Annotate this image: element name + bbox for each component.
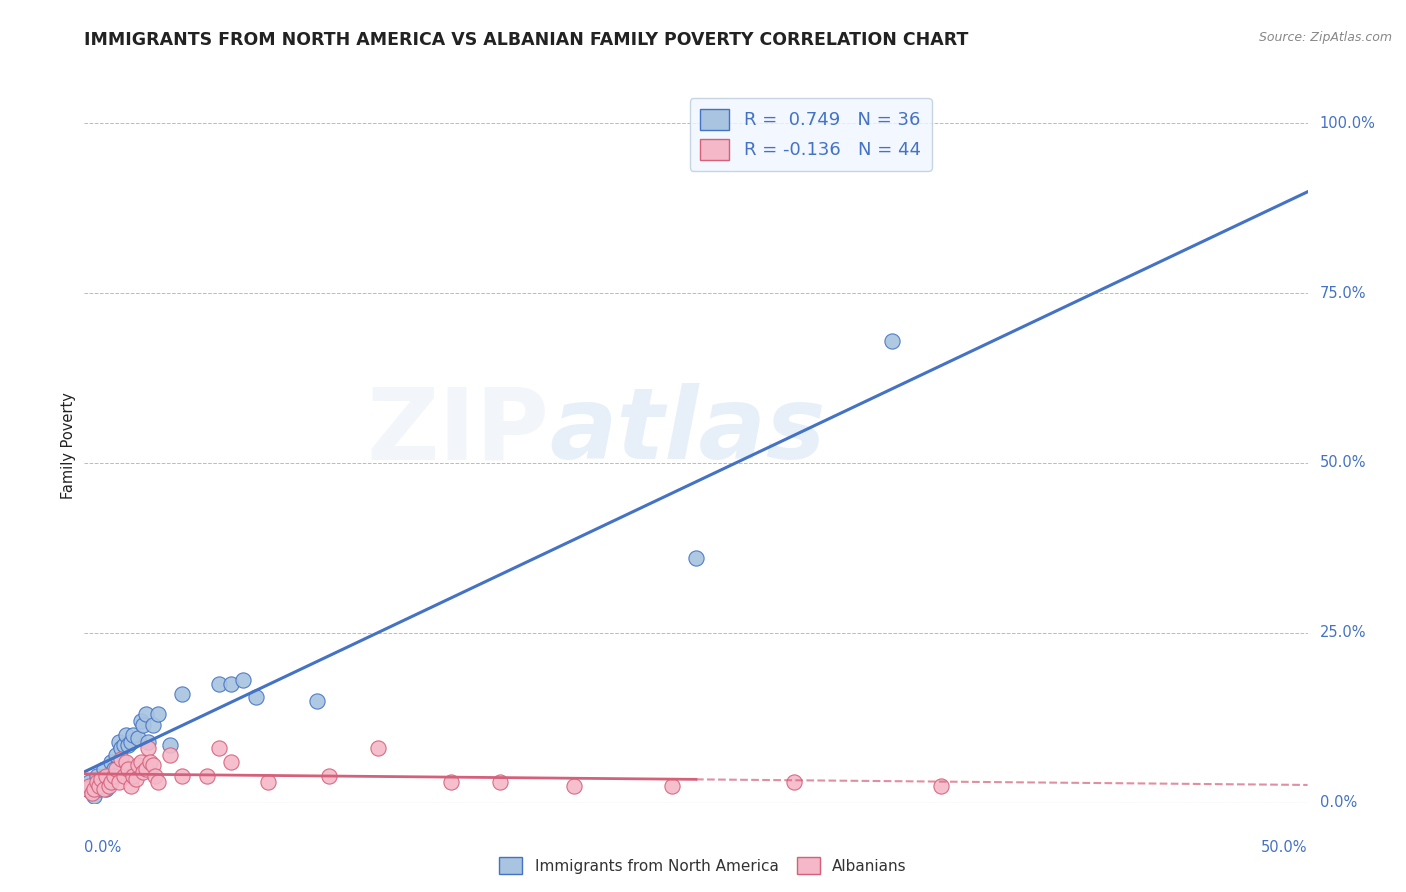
Point <box>880 334 903 348</box>
Point <box>86 769 108 783</box>
Point <box>172 687 194 701</box>
Point <box>86 775 108 789</box>
Point <box>115 728 138 742</box>
Text: 0.0%: 0.0% <box>84 840 121 855</box>
Point <box>120 779 142 793</box>
Point <box>146 775 169 789</box>
Point <box>107 734 129 748</box>
Point <box>305 694 328 708</box>
Point <box>117 762 139 776</box>
Point <box>135 707 157 722</box>
Text: 75.0%: 75.0% <box>1320 285 1367 301</box>
Text: 100.0%: 100.0% <box>1320 116 1375 131</box>
Text: IMMIGRANTS FROM NORTH AMERICA VS ALBANIAN FAMILY POVERTY CORRELATION CHART: IMMIGRANTS FROM NORTH AMERICA VS ALBANIA… <box>84 31 969 49</box>
Point <box>257 775 280 789</box>
Point <box>96 769 118 783</box>
Point <box>83 782 105 797</box>
Point <box>122 728 145 742</box>
Point <box>195 769 218 783</box>
Point <box>159 748 181 763</box>
Point <box>110 751 132 765</box>
Point <box>103 762 125 776</box>
Point <box>136 734 159 748</box>
Text: Source: ZipAtlas.com: Source: ZipAtlas.com <box>1258 31 1392 45</box>
Legend: R =  0.749   N = 36, R = -0.136   N = 44: R = 0.749 N = 36, R = -0.136 N = 44 <box>689 98 932 170</box>
Point <box>90 775 112 789</box>
Legend: Immigrants from North America, Albanians: Immigrants from North America, Albanians <box>494 851 912 880</box>
Point <box>143 769 166 783</box>
Point <box>135 762 157 776</box>
Point <box>172 769 194 783</box>
Point <box>219 677 242 691</box>
Point <box>110 741 132 756</box>
Point <box>87 782 110 797</box>
Point <box>208 741 231 756</box>
Point <box>132 765 155 780</box>
Text: 50.0%: 50.0% <box>1261 840 1308 855</box>
Point <box>562 779 585 793</box>
Text: 0.0%: 0.0% <box>1320 796 1357 810</box>
Point <box>97 779 120 793</box>
Point <box>100 775 122 789</box>
Point <box>90 772 112 786</box>
Point <box>159 738 181 752</box>
Point <box>489 775 512 789</box>
Point <box>76 782 98 797</box>
Point <box>440 775 463 789</box>
Point <box>142 717 165 731</box>
Point <box>129 714 152 729</box>
Point <box>146 707 169 722</box>
Point <box>77 775 100 789</box>
Point <box>77 779 100 793</box>
Point <box>107 775 129 789</box>
Text: 50.0%: 50.0% <box>1320 456 1367 470</box>
Text: 25.0%: 25.0% <box>1320 625 1367 640</box>
Point <box>93 782 115 797</box>
Point <box>127 758 149 772</box>
Point <box>685 551 707 566</box>
Point <box>117 738 139 752</box>
Point <box>112 769 135 783</box>
Point <box>208 677 231 691</box>
Point <box>318 769 340 783</box>
Point <box>115 755 138 769</box>
Point <box>96 782 118 797</box>
Point <box>100 755 122 769</box>
Point <box>105 748 128 763</box>
Point <box>129 755 152 769</box>
Point <box>783 775 806 789</box>
Point <box>103 769 125 783</box>
Y-axis label: Family Poverty: Family Poverty <box>60 392 76 500</box>
Point <box>219 755 242 769</box>
Point <box>929 779 952 793</box>
Text: ZIP: ZIP <box>367 384 550 480</box>
Text: atlas: atlas <box>550 384 825 480</box>
Point <box>139 755 162 769</box>
Point <box>245 690 267 705</box>
Point <box>127 731 149 746</box>
Point <box>132 717 155 731</box>
Point <box>80 786 103 800</box>
Point <box>83 789 105 803</box>
Point <box>112 738 135 752</box>
Point <box>142 758 165 772</box>
Point <box>97 769 120 783</box>
Point <box>122 769 145 783</box>
Point <box>76 782 98 797</box>
Point <box>661 779 683 793</box>
Point <box>80 779 103 793</box>
Point <box>120 734 142 748</box>
Point <box>136 741 159 756</box>
Point <box>232 673 254 688</box>
Point <box>367 741 389 756</box>
Point <box>93 762 115 776</box>
Point <box>87 779 110 793</box>
Point <box>125 772 148 786</box>
Point <box>105 762 128 776</box>
